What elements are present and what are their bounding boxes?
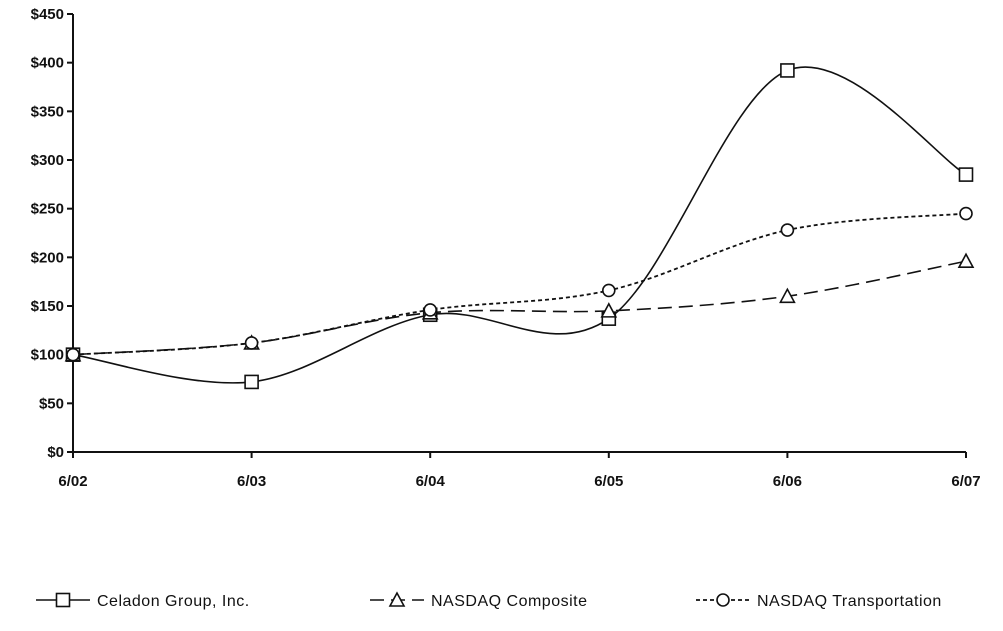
- legend-label: NASDAQ Transportation: [757, 593, 942, 610]
- legend-label: NASDAQ Composite: [431, 593, 588, 610]
- series-square: [65, 63, 974, 390]
- x-tick-label: 6/02: [58, 473, 87, 490]
- series-triangle: [64, 252, 975, 362]
- data-point-triangle: [779, 287, 796, 304]
- data-point-triangle: [957, 252, 975, 269]
- data-point-circle: [66, 347, 80, 362]
- legend-item: Celadon Group, Inc.: [36, 592, 250, 610]
- y-tick-label: $150: [31, 298, 64, 315]
- y-axis-ticks: $0 $50 $100 $150 $200 $250 $300 $350 $400 $450: [31, 6, 73, 461]
- legend-marker-triangle: [388, 591, 406, 607]
- x-tick-label: 6/05: [594, 473, 623, 490]
- data-point-circle: [244, 336, 259, 350]
- data-point-circle: [959, 206, 973, 221]
- y-tick-label: $200: [31, 249, 64, 266]
- series-layer: [64, 63, 975, 390]
- legend-marker-square: [55, 592, 71, 608]
- data-point-circle: [423, 303, 438, 317]
- data-point-circle: [780, 223, 795, 237]
- y-tick-label: $250: [31, 201, 64, 218]
- x-tick-label: 6/07: [951, 473, 980, 490]
- axes: [72, 14, 966, 453]
- y-tick-label: $0: [47, 444, 64, 461]
- legend-marker-circle: [716, 593, 730, 607]
- x-tick-label: 6/04: [416, 473, 446, 490]
- legend-item: NASDAQ Transportation: [696, 593, 942, 610]
- data-point-square: [958, 167, 974, 182]
- data-point-circle: [601, 283, 616, 298]
- series-line: [72, 66, 967, 384]
- series-line: [72, 260, 967, 356]
- y-tick-label: $350: [31, 103, 64, 120]
- y-tick-label: $50: [39, 395, 64, 412]
- y-tick-label: $300: [31, 152, 64, 169]
- y-tick-label: $400: [31, 55, 64, 72]
- legend-label: Celadon Group, Inc.: [97, 593, 250, 610]
- legend-item: NASDAQ Composite: [370, 591, 588, 610]
- x-axis-ticks: 6/02 6/03 6/04 6/05 6/06 6/07: [58, 452, 981, 490]
- legend: Celadon Group, Inc. NASDAQ Composite NASDA…: [36, 591, 942, 610]
- data-point-square: [244, 374, 259, 390]
- y-tick-label: $450: [31, 6, 64, 23]
- data-point-square: [780, 63, 795, 78]
- y-tick-label: $100: [31, 347, 64, 364]
- x-tick-label: 6/06: [773, 473, 802, 490]
- series-circle: [66, 206, 973, 362]
- data-point-triangle: [600, 302, 618, 318]
- x-tick-label: 6/03: [237, 473, 266, 490]
- series-line: [72, 212, 967, 356]
